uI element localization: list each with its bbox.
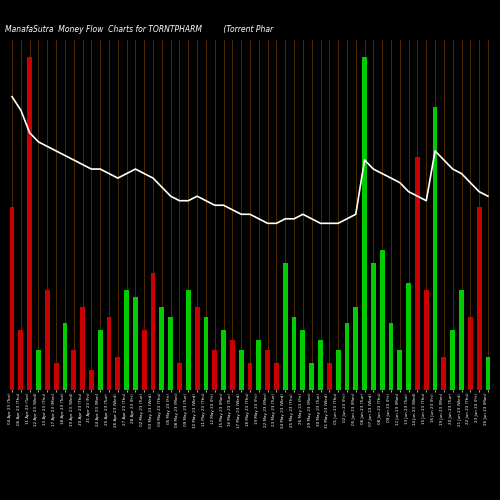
Bar — [116, 356, 120, 390]
Bar — [310, 364, 314, 390]
Bar — [186, 290, 190, 390]
Bar — [468, 316, 472, 390]
Bar — [362, 56, 367, 390]
Bar — [283, 264, 288, 390]
Bar — [265, 350, 270, 390]
Bar — [124, 290, 129, 390]
Bar — [212, 350, 217, 390]
Bar — [72, 350, 76, 390]
Bar — [354, 306, 358, 390]
Bar — [230, 340, 235, 390]
Bar — [300, 330, 306, 390]
Bar — [432, 106, 438, 390]
Bar — [54, 364, 59, 390]
Bar — [380, 250, 384, 390]
Bar — [133, 296, 138, 390]
Bar — [450, 330, 455, 390]
Bar — [177, 364, 182, 390]
Bar — [442, 356, 446, 390]
Bar — [150, 274, 156, 390]
Bar — [415, 156, 420, 390]
Bar — [476, 206, 482, 390]
Bar — [486, 356, 490, 390]
Bar — [424, 290, 428, 390]
Bar — [160, 306, 164, 390]
Bar — [18, 330, 24, 390]
Bar — [28, 56, 32, 390]
Bar — [10, 206, 14, 390]
Bar — [168, 316, 173, 390]
Bar — [248, 364, 252, 390]
Bar — [292, 316, 296, 390]
Bar — [89, 370, 94, 390]
Bar — [80, 306, 85, 390]
Bar — [194, 306, 200, 390]
Bar — [256, 340, 261, 390]
Bar — [106, 316, 112, 390]
Bar — [274, 364, 279, 390]
Bar — [406, 284, 411, 390]
Bar — [459, 290, 464, 390]
Bar — [318, 340, 323, 390]
Bar — [388, 324, 394, 390]
Bar — [98, 330, 102, 390]
Bar — [336, 350, 340, 390]
Bar — [36, 350, 41, 390]
Bar — [45, 290, 50, 390]
Bar — [327, 364, 332, 390]
Bar — [371, 264, 376, 390]
Bar — [239, 350, 244, 390]
Text: ManafaSutra  Money Flow  Charts for TORNTPHARM         (Torrent Phar: ManafaSutra Money Flow Charts for TORNTP… — [5, 25, 273, 34]
Bar — [398, 350, 402, 390]
Bar — [204, 316, 208, 390]
Bar — [142, 330, 146, 390]
Bar — [344, 324, 350, 390]
Bar — [62, 324, 68, 390]
Bar — [221, 330, 226, 390]
